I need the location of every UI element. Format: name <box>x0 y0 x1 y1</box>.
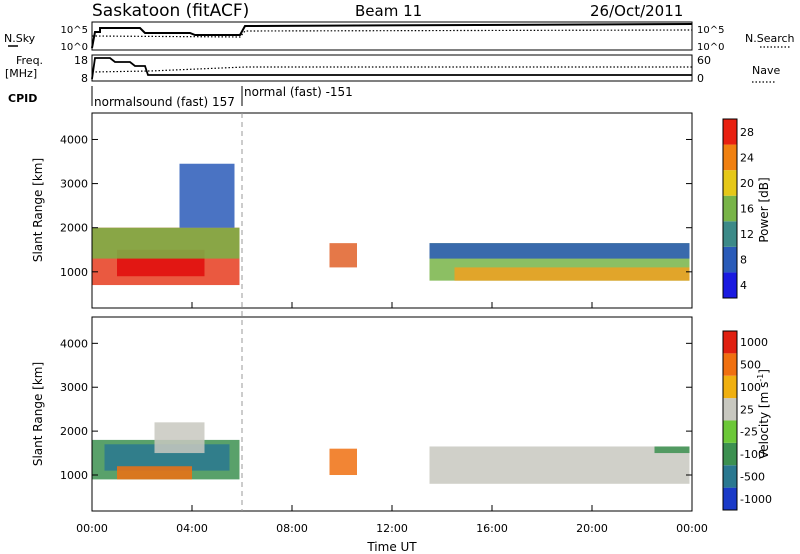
x-tick-label: 00:00 <box>76 522 108 535</box>
velocity-colorbar-tick: 500 <box>740 359 761 372</box>
heatmap-cell <box>454 267 690 281</box>
freq-trace <box>91 57 692 80</box>
power-colorbar-tick: 24 <box>740 151 754 164</box>
velocity-ylabel: Slant Range [km] <box>31 362 45 466</box>
heatmap-cell <box>429 446 690 484</box>
date-title: 26/Oct/2011 <box>590 2 683 20</box>
colorbar-swatch <box>723 272 737 298</box>
velocity-label-end: ] <box>757 369 771 374</box>
nsearch-tick-top: 10^5 <box>697 25 724 36</box>
velocity-colorbar-tick: -1000 <box>740 493 772 506</box>
colorbar-swatch <box>723 442 737 466</box>
velocity-colorbar-tick: -500 <box>740 470 765 483</box>
colorbar-swatch <box>723 221 737 247</box>
nave-tick-bottom: 0 <box>697 72 704 85</box>
heatmap-cell <box>117 466 192 480</box>
heatmap-cell <box>179 163 235 228</box>
nave-tick-top: 60 <box>697 54 711 67</box>
power-colorbar-tick: 12 <box>740 228 754 241</box>
heatmap-cell <box>654 446 690 454</box>
freq-tick-bottom: 8 <box>81 72 88 85</box>
power-colorbar-label: Power [dB] <box>757 177 771 242</box>
x-tick-label: 20:00 <box>576 522 608 535</box>
beam-title: Beam 11 <box>355 2 422 20</box>
heatmap-cell <box>329 243 357 268</box>
heatmap-cell <box>429 243 690 259</box>
velocity-colorbar: 1000 500 100 25 -25 -100 -500 -1000 <box>722 330 772 511</box>
y-tick-label: 3000 <box>60 178 88 191</box>
velocity-colorbar-tick: 25 <box>740 403 754 416</box>
power-colorbar-tick: 8 <box>740 254 747 267</box>
station-title: Saskatoon (fitACF) <box>92 1 249 21</box>
colorbar-swatch <box>723 170 737 196</box>
colorbar-swatch <box>723 195 737 222</box>
colorbar-swatch <box>723 420 737 443</box>
y-tick-label: 4000 <box>60 133 88 146</box>
velocity-colorbar-tick: -100 <box>740 448 765 461</box>
freq-unit: [MHz] <box>5 67 37 80</box>
cpid-segment-2: normal (fast) -151 <box>244 85 353 99</box>
heatmap-cell <box>329 448 357 476</box>
x-tick-label: 04:00 <box>176 522 208 535</box>
nsearch-trace <box>91 29 693 38</box>
colorbar-swatch <box>723 375 737 399</box>
colorbar-swatch <box>723 119 737 145</box>
y-tick-label: 1000 <box>60 469 88 482</box>
velocity-colorbar-label: Velocity [m s-1] <box>756 369 771 459</box>
nsky-tick-bottom: 10^0 <box>61 42 88 53</box>
colorbar-swatch <box>723 487 737 510</box>
nave-trace <box>91 66 692 73</box>
freq-label: Freq. <box>16 54 43 67</box>
x-tick-label: 16:00 <box>476 522 508 535</box>
y-tick-label: 2000 <box>60 425 88 438</box>
heatmap-cell <box>92 227 240 259</box>
power-colorbar-tick: 20 <box>740 177 754 190</box>
xlabel: Time UT <box>366 540 417 554</box>
time-axis: 00:00 04:00 08:00 12:00 16:00 20:00 00:00 <box>76 302 708 535</box>
colorbar-swatch <box>723 144 737 171</box>
power-colorbar: 4 8 12 16 20 24 28 <box>722 118 754 299</box>
colorbar-swatch <box>723 465 737 488</box>
freq-tick-top: 18 <box>74 54 88 67</box>
status-line-group <box>91 23 693 80</box>
nsky-label: N.Sky <box>4 32 36 45</box>
y-tick-label: 1000 <box>60 266 88 279</box>
freq-panel-frame <box>91 54 693 82</box>
cpid-label: CPID <box>8 92 37 105</box>
colorbar-swatch <box>723 246 737 273</box>
colorbar-swatch <box>723 331 737 354</box>
power-heatmap <box>92 163 690 286</box>
status-panels: N.Sky 10^5 10^0 N.Search 10^5 10^0 Freq.… <box>4 21 795 109</box>
velocity-colorbar-tick: -25 <box>740 426 758 439</box>
colorbar-swatch <box>723 353 737 376</box>
y-tick-label: 4000 <box>60 337 88 350</box>
x-tick-label: 12:00 <box>376 522 408 535</box>
velocity-label-main: Velocity [m s <box>757 382 771 459</box>
nsearch-tick-bottom: 10^0 <box>697 42 724 53</box>
power-colorbar-tick: 16 <box>740 203 754 216</box>
power-colorbar-tick: 4 <box>740 279 747 292</box>
heatmap-cell <box>154 422 205 454</box>
velocity-y-axis: 1000 2000 3000 4000 <box>60 337 692 482</box>
colorbar-swatch <box>723 398 737 421</box>
velocity-heatmap <box>92 422 690 484</box>
power-ylabel: Slant Range [km] <box>31 158 45 262</box>
nave-label: Nave <box>752 64 780 77</box>
nsearch-label: N.Search <box>745 32 795 45</box>
cpid-segment-1: normalsound (fast) 157 <box>94 95 235 109</box>
velocity-colorbar-tick: 100 <box>740 381 761 394</box>
x-tick-label: 00:00 <box>676 522 708 535</box>
y-tick-label: 3000 <box>60 381 88 394</box>
nsky-trace <box>91 23 693 49</box>
nsky-tick-top: 10^5 <box>61 25 88 36</box>
velocity-colorbar-tick: 1000 <box>740 336 768 349</box>
y-tick-label: 2000 <box>60 222 88 235</box>
colorbar-frame <box>722 118 738 299</box>
velocity-label-sup: -1 <box>756 374 765 382</box>
power-y-axis: 1000 2000 3000 4000 <box>60 133 692 279</box>
power-colorbar-tick: 28 <box>740 126 754 139</box>
colorbar-frame <box>722 330 738 511</box>
x-tick-label: 08:00 <box>276 522 308 535</box>
